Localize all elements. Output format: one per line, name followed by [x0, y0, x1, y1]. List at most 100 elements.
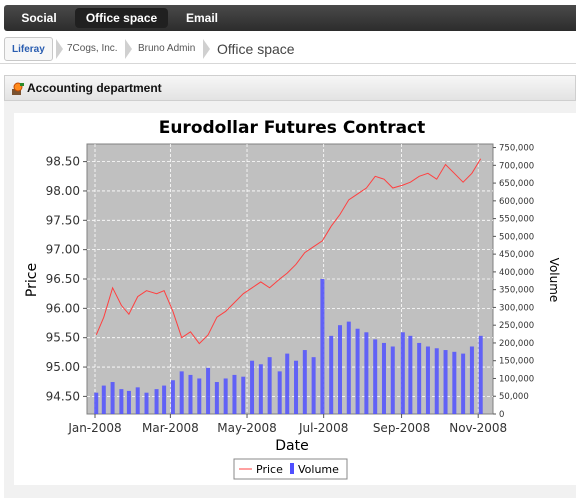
volume-bar: [302, 350, 307, 414]
breadcrumb-item-office-space[interactable]: Office space: [217, 41, 295, 57]
volume-bar: [110, 382, 115, 414]
tab-office-space[interactable]: Office space: [75, 8, 168, 28]
y-axis-label: Price: [24, 263, 40, 297]
y2-tick-label: 350,000: [499, 286, 534, 296]
y2-tick-label: 500,000: [499, 232, 534, 242]
y2-tick-label: 600,000: [499, 197, 534, 207]
volume-bar: [425, 346, 430, 414]
volume-bar: [170, 380, 175, 414]
portlet-header: Accounting department: [4, 75, 576, 101]
volume-bar: [250, 360, 255, 414]
top-navigation: Social Office space Email: [0, 0, 576, 34]
y2-tick-label: 150,000: [499, 357, 534, 367]
volume-bar: [154, 389, 159, 414]
volume-series: [94, 279, 483, 414]
y2-tick-label: 300,000: [499, 303, 534, 313]
y2-tick-label: 750,000: [499, 144, 534, 154]
volume-bar: [223, 378, 228, 414]
volume-bar: [364, 332, 369, 414]
y2-tick-label: 200,000: [499, 339, 534, 349]
volume-bar: [408, 335, 413, 414]
volume-bar: [135, 387, 140, 414]
y-tick-label: 95.00: [46, 360, 80, 374]
volume-bar: [294, 360, 299, 414]
chart: Eurodollar Futures Contract 94.50 95.00 95…: [24, 118, 561, 480]
volume-bar: [443, 350, 448, 414]
breadcrumb-item-7cogs[interactable]: 7Cogs, Inc.: [67, 43, 118, 54]
volume-bar: [355, 328, 360, 414]
breadcrumb-separator: [56, 39, 63, 59]
x-tick-label: Mar-2008: [142, 421, 199, 435]
y2-tick-label: 550,000: [499, 215, 534, 225]
y2-tick-label: 450,000: [499, 250, 534, 260]
y2-tick-label: 0: [499, 410, 504, 420]
volume-bar: [390, 346, 395, 414]
volume-bar: [469, 346, 474, 414]
y2-axis-label: Volume: [547, 258, 561, 303]
volume-bar: [277, 371, 282, 414]
y2-tick-label: 650,000: [499, 179, 534, 189]
volume-bar: [373, 339, 378, 414]
volume-bar: [94, 392, 99, 414]
volume-bar: [478, 335, 483, 414]
volume-bar: [197, 378, 202, 414]
y-tick-label: 97.50: [46, 213, 80, 227]
legend: Price Volume: [233, 458, 348, 480]
volume-bar: [162, 385, 167, 414]
tab-social[interactable]: Social: [21, 11, 57, 25]
tab-email[interactable]: Email: [185, 11, 218, 25]
breadcrumb-separator: [203, 39, 210, 59]
volume-bar: [144, 392, 149, 414]
chart-container: Eurodollar Futures Contract 94.50 95.00 95…: [14, 113, 576, 485]
x-axis-ticks: Jan-2008 Mar-2008 May-2008 Jul-2008 Sep-2008…: [67, 414, 507, 435]
chart-title: Eurodollar Futures Contract: [159, 118, 426, 138]
y-axis-ticks: 94.50 95.00 95.50 96.00 96.50 97.00 97.50 98.00…: [46, 155, 87, 403]
breadcrumb-item-bruno-admin[interactable]: Bruno Admin: [138, 43, 196, 54]
volume-bar: [232, 374, 237, 414]
y-tick-label: 98.50: [46, 155, 80, 169]
volume-bar: [452, 351, 457, 414]
volume-bar: [241, 376, 246, 414]
volume-bar: [119, 389, 124, 414]
y2-tick-label: 50,000: [499, 392, 529, 402]
y2-axis-ticks: 0 50,000 100,000 150,000 200,000 250,000 300,0…: [493, 144, 534, 420]
y2-tick-label: 700,000: [499, 161, 534, 171]
volume-bar: [417, 342, 422, 414]
legend-price-label: Price: [256, 463, 283, 476]
y-tick-label: 96.00: [46, 301, 80, 315]
price-series-line: [95, 158, 482, 345]
x-tick-label: May-2008: [217, 421, 276, 435]
calculator-icon: [11, 82, 25, 101]
breadcrumb-separator: [125, 39, 132, 59]
y-tick-label: 97.00: [46, 243, 80, 257]
portlet-title: Accounting department: [27, 81, 162, 95]
y-tick-label: 95.50: [46, 331, 80, 345]
volume-bar: [329, 335, 334, 414]
legend-volume-swatch: [290, 463, 294, 474]
volume-bar: [258, 364, 263, 414]
volume-bar: [311, 357, 316, 414]
volume-bar: [126, 390, 131, 414]
x-tick-label: Sep-2008: [373, 421, 431, 435]
volume-bar: [267, 357, 272, 414]
volume-bar: [320, 279, 325, 414]
breadcrumb-item-liferay[interactable]: Liferay: [4, 37, 53, 61]
volume-bar: [461, 353, 466, 414]
volume-bar: [214, 382, 219, 414]
volume-bar: [346, 321, 351, 414]
y-tick-label: 94.50: [46, 389, 80, 403]
volume-bar: [101, 385, 106, 414]
volume-bar: [179, 371, 184, 414]
volume-bar: [381, 342, 386, 414]
x-tick-label: Jan-2008: [67, 421, 121, 435]
x-tick-label: Nov-2008: [449, 421, 507, 435]
volume-bar: [434, 348, 439, 414]
y2-tick-label: 400,000: [499, 268, 534, 278]
volume-bar: [285, 353, 290, 414]
y2-tick-label: 100,000: [499, 374, 534, 384]
volume-bar: [338, 325, 342, 414]
y2-tick-label: 250,000: [499, 321, 534, 331]
volume-bar: [188, 374, 193, 414]
y-tick-label: 98.00: [46, 184, 80, 198]
volume-bar: [400, 332, 405, 414]
